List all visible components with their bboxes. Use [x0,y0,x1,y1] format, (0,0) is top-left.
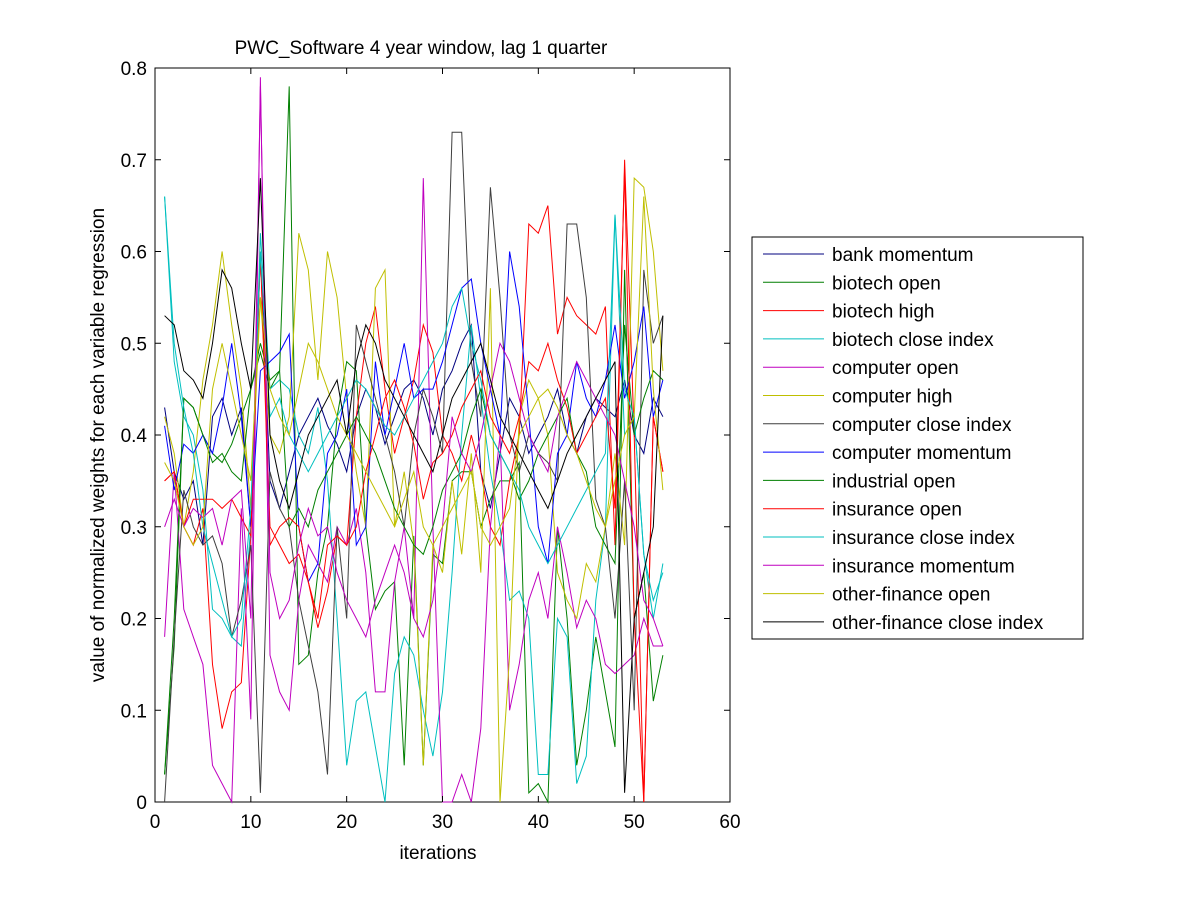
y-tick-label: 0.8 [121,59,147,80]
y-tick-label: 0.3 [121,518,147,539]
series-line-insurance-open [164,168,664,803]
series-line-other-finance-close-index [164,178,664,793]
series-line-biotech-close-index [164,196,664,803]
series-layer [164,77,664,804]
x-axis-label: iterations [399,843,476,864]
legend-label: computer momentum [832,443,1012,464]
x-tick-label: 50 [624,812,645,833]
y-tick-label: 0.2 [121,610,147,631]
y-tick-label: 0.5 [121,334,147,355]
series-line-biotech-open [164,86,664,804]
x-tick-label: 0 [150,812,161,833]
legend-label: industrial open [832,471,956,492]
axes-layer: 0 10 20 30 40 50 60 0 0.1 0.2 0.3 0.4 0.5 0.6 0.7 0.8 [121,59,741,833]
y-tick-label: 0.7 [121,151,147,172]
y-tick-label: 0 [136,793,147,814]
legend-label: insurance close index [832,528,1015,549]
series-line-biotech-high [164,159,664,803]
series-line-insurance-momentum [164,86,664,647]
x-tick-label: 10 [240,812,261,833]
legend-label: biotech high [832,302,934,323]
y-tick-label: 0.4 [121,426,148,447]
legend-label: biotech open [832,273,941,294]
legend: bank momentum biotech open biotech high bio… [751,236,1084,640]
y-axis-label: value of normalized weights for each var… [88,208,109,682]
x-tick-label: 40 [528,812,549,833]
y-tick-label: 0.6 [121,243,147,264]
legend-items: bank momentum biotech open biotech high bio… [763,245,1044,634]
legend-label: computer high [832,387,952,408]
legend-label: insurance open [832,500,962,521]
legend-box [751,236,1084,640]
series-line-other-finance-open [164,196,664,547]
legend-label: computer open [832,358,959,379]
legend-label: insurance momentum [832,556,1015,577]
x-tick-label: 20 [336,812,357,833]
legend-label: computer close index [832,415,1012,436]
legend-label: bank momentum [832,245,974,266]
legend-label: biotech close index [832,330,994,351]
legend-label: other-finance open [832,585,990,606]
x-tick-label: 30 [432,812,453,833]
legend-label: other-finance close index [832,613,1044,634]
series-line-industrial-open [164,324,664,775]
chart-title: PWC_Software 4 year window, lag 1 quarte… [235,38,608,59]
series-line-insurance-close-index [164,196,664,639]
y-tick-label: 0.1 [121,701,147,722]
x-tick-label: 60 [719,812,740,833]
